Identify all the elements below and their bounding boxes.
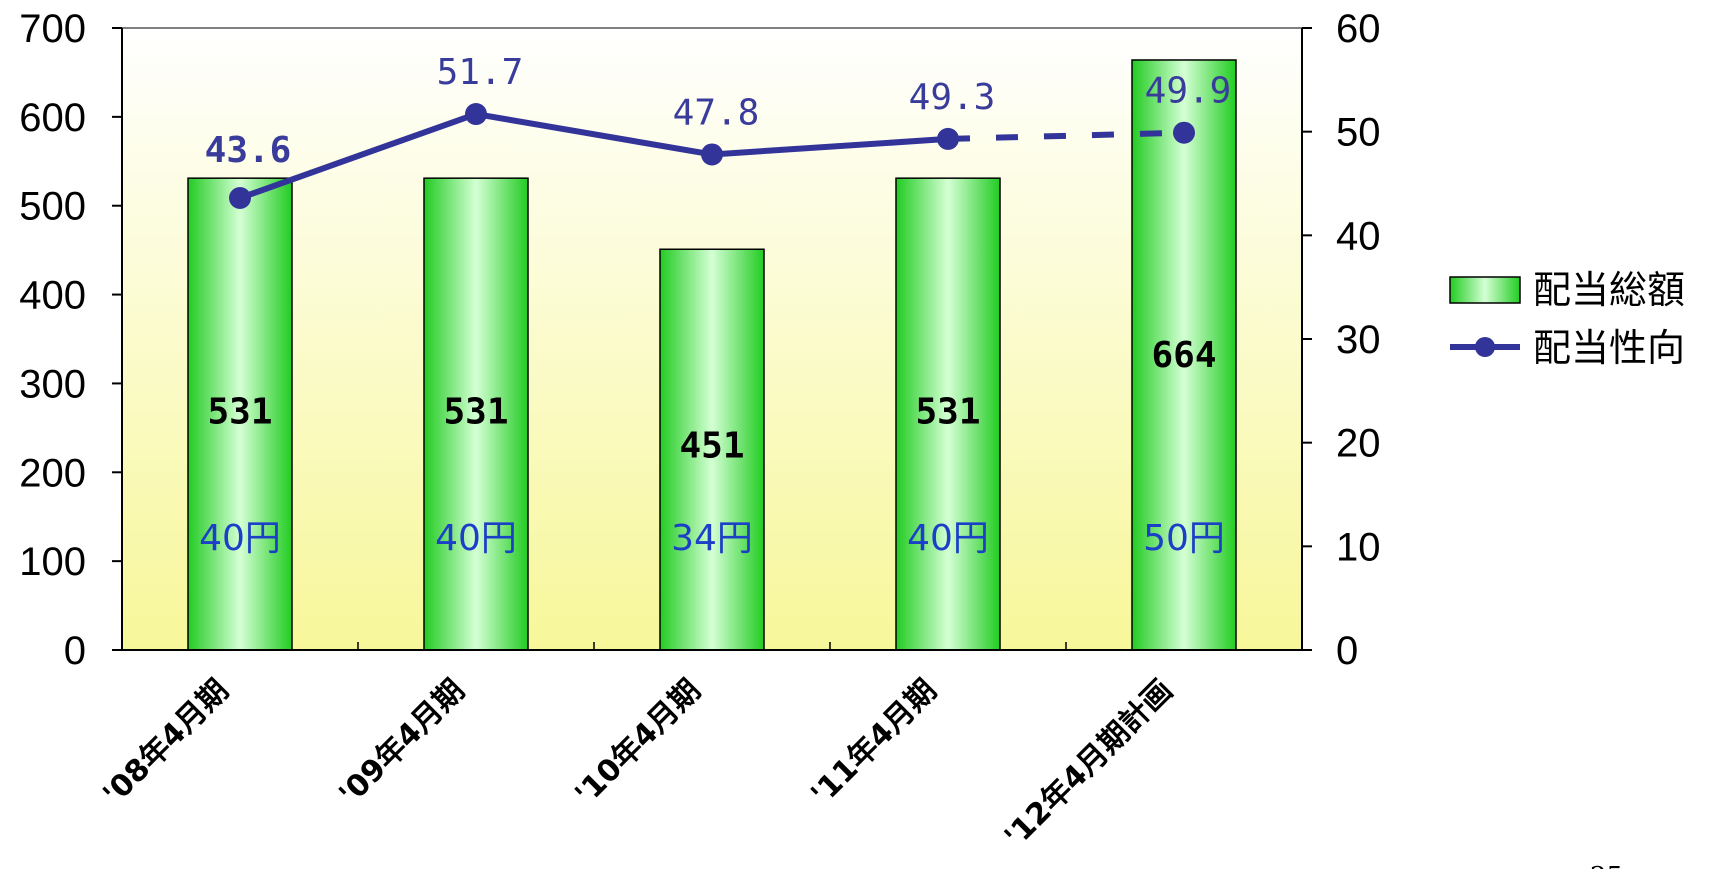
line-point	[229, 187, 251, 210]
right-tick-label: 10	[1336, 525, 1381, 569]
right-tick-label: 40	[1336, 214, 1381, 258]
line-series-dashed-segment	[947, 129, 1185, 142]
bar	[187, 177, 293, 651]
left-tick-label: 300	[19, 362, 86, 406]
legend: 配当総額 配当性向	[1449, 268, 1685, 370]
right-tick-label: 30	[1336, 318, 1381, 362]
page-number: 25	[1590, 862, 1623, 869]
line-point	[701, 143, 723, 166]
bar	[895, 177, 1001, 651]
bar	[659, 248, 765, 651]
bar-value-label: 531	[915, 392, 980, 433]
line-series-path	[238, 111, 949, 201]
right-tick-label: 60	[1336, 7, 1381, 51]
bar-note-label: 40円	[907, 518, 989, 559]
x-category-label: '10年4月期	[568, 673, 707, 812]
x-category-label: '09年4月期	[332, 673, 471, 812]
legend-item-line: 配当性向	[1450, 326, 1685, 370]
x-category-label: '12年4月期計画	[998, 673, 1180, 855]
left-tick-label: 100	[19, 540, 86, 584]
bars-layer	[187, 59, 1237, 651]
bar	[423, 177, 529, 651]
left-tick-label: 0	[64, 629, 86, 673]
bar-value-label: 531	[207, 392, 272, 433]
x-category-label: '11年4月期	[804, 673, 943, 812]
line-value-label: 43.6	[205, 130, 292, 171]
left-tick-label: 500	[19, 185, 86, 229]
line-series-layer: 43.6 51.7 47.8 49.3 49.9	[205, 52, 1232, 210]
left-tick-label: 700	[19, 7, 86, 51]
x-category-label: '08年4月期	[96, 673, 235, 812]
left-tick-label: 400	[19, 274, 86, 318]
right-tick-label: 20	[1336, 422, 1381, 466]
legend-item-bar: 配当総額	[1449, 268, 1685, 312]
bar-value-label: 531	[443, 392, 508, 433]
legend-bar-swatch	[1449, 276, 1521, 304]
line-value-label: 51.7	[437, 52, 524, 93]
bar-note-label: 50円	[1143, 518, 1225, 559]
right-tick-label: 50	[1336, 111, 1381, 155]
bar-value-label: 451	[679, 426, 744, 467]
line-value-label: 49.3	[909, 77, 996, 118]
legend-line-marker	[1475, 337, 1495, 357]
line-value-label: 47.8	[673, 92, 760, 133]
line-point	[937, 127, 959, 150]
bar-labels-layer: 531 40円 531 40円 451 34円 531 40円 664 50円	[199, 335, 1225, 559]
line-point	[1173, 121, 1195, 144]
line-value-label: 49.9	[1145, 71, 1232, 112]
line-point	[465, 103, 487, 126]
bar-note-label: 40円	[435, 518, 517, 559]
legend-line-label: 配当性向	[1533, 326, 1685, 370]
bar-note-label: 40円	[199, 518, 281, 559]
x-axis-ticks: '08年4月期 '09年4月期 '10年4月期 '11年4月期 '12年4月期計画	[96, 642, 1180, 855]
bar-note-label: 34円	[671, 518, 753, 559]
left-axis-ticks: 0 100 200 300 400 500 600 700	[19, 7, 122, 673]
right-axis-ticks: 0 10 20 30 40 50 60	[1302, 7, 1381, 673]
right-tick-label: 0	[1336, 629, 1358, 673]
legend-bar-label: 配当総額	[1533, 268, 1685, 312]
left-tick-label: 200	[19, 451, 86, 495]
bar-value-label: 664	[1151, 335, 1216, 376]
left-tick-label: 600	[19, 96, 86, 140]
